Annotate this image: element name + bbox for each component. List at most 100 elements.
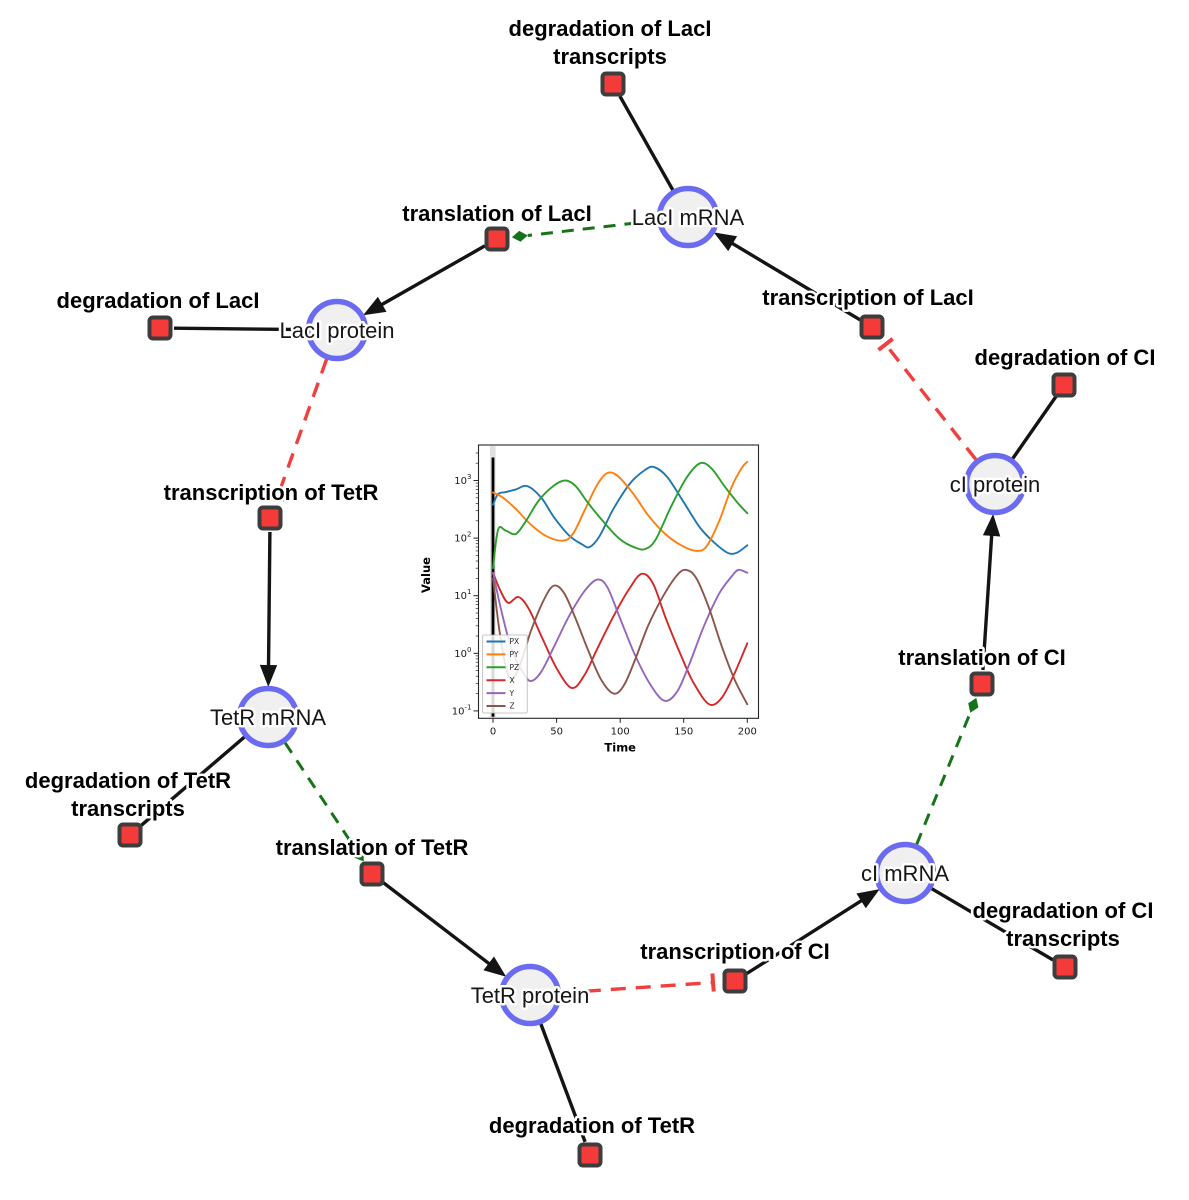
y-tick-label: 100 [454,646,471,660]
x-tick-label: 150 [674,726,693,737]
reaction-label-deg-ci-tx-line2: transcripts [1006,926,1120,951]
legend-item-PX: PX [510,637,520,646]
x-axis-label: Time [604,740,636,754]
edge-reactant-tetr-mrna-deg-tetr-tx [139,735,246,828]
chart-line-PY [492,460,749,552]
edge-product-transl-ci-ci-prot [981,531,994,671]
inset-chart: 103 102 101 100 10-1 0 50 100 150 200 Time Value PX P… [419,444,760,754]
chart-frame [477,444,760,719]
reaction-node-txn-ci[interactable] [722,968,748,994]
edge-product-transl-laci-laci-prot [377,244,486,308]
reaction-label-deg-ci-line1: degradation of CI [975,345,1156,370]
edge-product-txn-laci-laci-mrna-arrowhead-icon [713,232,738,252]
legend-item-Y: Y [509,689,515,698]
x-tick-label: 0 [490,726,496,737]
chart-line-X [492,571,749,706]
edge-inhibition-tetr-prot-txn-ci-tbar-icon [710,973,716,992]
edge-product-transl-tetr-tetr-prot [382,881,493,968]
y-tick-label: 103 [454,473,471,487]
reaction-node-deg-tetr-tx[interactable] [117,822,143,848]
reaction-node-txn-laci[interactable] [859,314,885,340]
edge-product-transl-laci-laci-prot-arrowhead-icon [363,296,387,316]
edge-product-txn-tetr-tetr-mrna [266,531,272,670]
edge-inhibition-laci-prot-txn-tetr [275,358,329,498]
edge-reactant-ci-mrna-deg-ci-tx [930,887,1054,962]
species-node-tetr-mrna[interactable] [236,685,300,749]
chart-series-layer [492,460,749,706]
edges-layer [139,95,1058,1143]
edge-inhibition-ci-prot-txn-laci-tbar-icon [877,337,894,352]
species-node-ci-prot[interactable] [963,452,1027,516]
edge-modifier-laci-mrna-transl-laci [527,219,658,237]
reaction-label-deg-laci-tx-line2: transcripts [553,44,667,69]
legend-item-Z: Z [510,702,515,711]
legend-item-X: X [510,676,515,685]
edge-product-txn-ci-ci-mrna [745,897,866,975]
reaction-label-transl-ci-line1: translation of CI [898,645,1065,670]
edge-product-txn-ci-ci-mrna-arrowhead-icon [856,889,880,909]
chart-line-PX [492,465,749,555]
edge-reactant-laci-mrna-deg-laci-tx [618,95,675,191]
reaction-node-txn-tetr[interactable] [257,505,283,531]
x-tick-label: 100 [611,726,630,737]
edge-inhibition-laci-prot-txn-tetr-tbar-icon [268,492,287,503]
species-label-tetr-prot: TetR protein [471,983,590,1008]
edge-product-transl-tetr-tetr-prot-arrowhead-icon [483,956,507,977]
y-tick-label: 101 [454,588,471,602]
x-tick-label: 50 [550,726,563,737]
edge-modifier-ci-mrna-transl-ci-diamond-icon [968,697,979,713]
species-label-laci-prot: LacI protein [280,318,395,343]
legend-item-PZ: PZ [510,663,520,672]
reaction-label-transl-laci-line1: translation of LacI [402,201,591,226]
y-tick-label: 10-1 [452,703,472,717]
species-label-ci-mrna: cI mRNA [861,861,949,886]
edge-modifier-laci-mrna-transl-laci-diamond-icon [511,230,528,242]
species-label-tetr-mrna: TetR mRNA [210,705,326,730]
edge-reactant-tetr-prot-deg-tetr [539,1023,587,1143]
reaction-node-transl-ci[interactable] [969,671,995,697]
species-node-tetr-prot[interactable] [498,963,562,1027]
species-node-ci-mrna[interactable] [873,841,937,905]
reaction-node-transl-laci[interactable] [484,226,510,252]
species-node-laci-mrna[interactable] [656,185,720,249]
edge-product-txn-laci-laci-mrna [728,240,861,322]
reaction-label-txn-laci-line1: transcription of LacI [762,285,973,310]
x-tick-label: 200 [738,726,757,737]
edge-reactant-ci-prot-deg-ci [1011,395,1058,460]
reaction-node-deg-ci[interactable] [1051,372,1077,398]
y-tick-label: 102 [454,531,471,545]
reaction-node-transl-tetr[interactable] [359,861,385,887]
reaction-node-deg-laci[interactable] [147,315,173,341]
reaction-label-deg-ci-tx-line1: degradation of CI [973,898,1154,923]
species-label-ci-prot: cI protein [950,472,1041,497]
y-axis-label: Value [419,557,433,593]
edge-reactant-laci-prot-deg-laci [173,326,307,332]
legend-item-PY: PY [510,650,519,659]
reaction-label-deg-tetr-line1: degradation of TetR [489,1113,695,1138]
edge-modifier-tetr-mrna-transl-tetr [283,741,357,850]
reaction-node-deg-laci-tx[interactable] [600,71,626,97]
reaction-label-txn-tetr-line1: transcription of TetR [164,480,379,505]
chart-line-Y [492,568,749,702]
reaction-label-deg-tetr-tx-line2: transcripts [71,796,185,821]
edge-inhibition-ci-prot-txn-laci [884,343,978,461]
reaction-label-transl-tetr-line1: translation of TetR [276,835,469,860]
edge-modifier-tetr-mrna-transl-tetr-diamond-icon [354,848,364,862]
edge-inhibition-tetr-prot-txn-ci [560,980,714,995]
chart-line-Z [492,568,749,706]
reaction-node-deg-ci-tx[interactable] [1052,954,1078,980]
reaction-node-deg-tetr[interactable] [577,1142,603,1168]
labels-layer: LacI mRNA LacI protein TetR mRNA TetR prote… [22,14,1158,1141]
reaction-label-deg-laci-line1: degradation of LacI [57,288,260,313]
nodes-layer [117,71,1078,1168]
chart-line-PZ [492,461,749,570]
species-label-laci-mrna: LacI mRNA [632,205,745,230]
reaction-label-deg-tetr-tx-line1: degradation of TetR [25,768,231,793]
reaction-label-deg-laci-tx-line1: degradation of LacI [509,16,712,41]
reaction-label-txn-ci-line1: transcription of CI [640,939,829,964]
edge-product-txn-tetr-tetr-mrna-arrowhead-icon [259,664,278,687]
legend-box [482,634,528,714]
species-node-laci-prot[interactable] [305,298,369,362]
